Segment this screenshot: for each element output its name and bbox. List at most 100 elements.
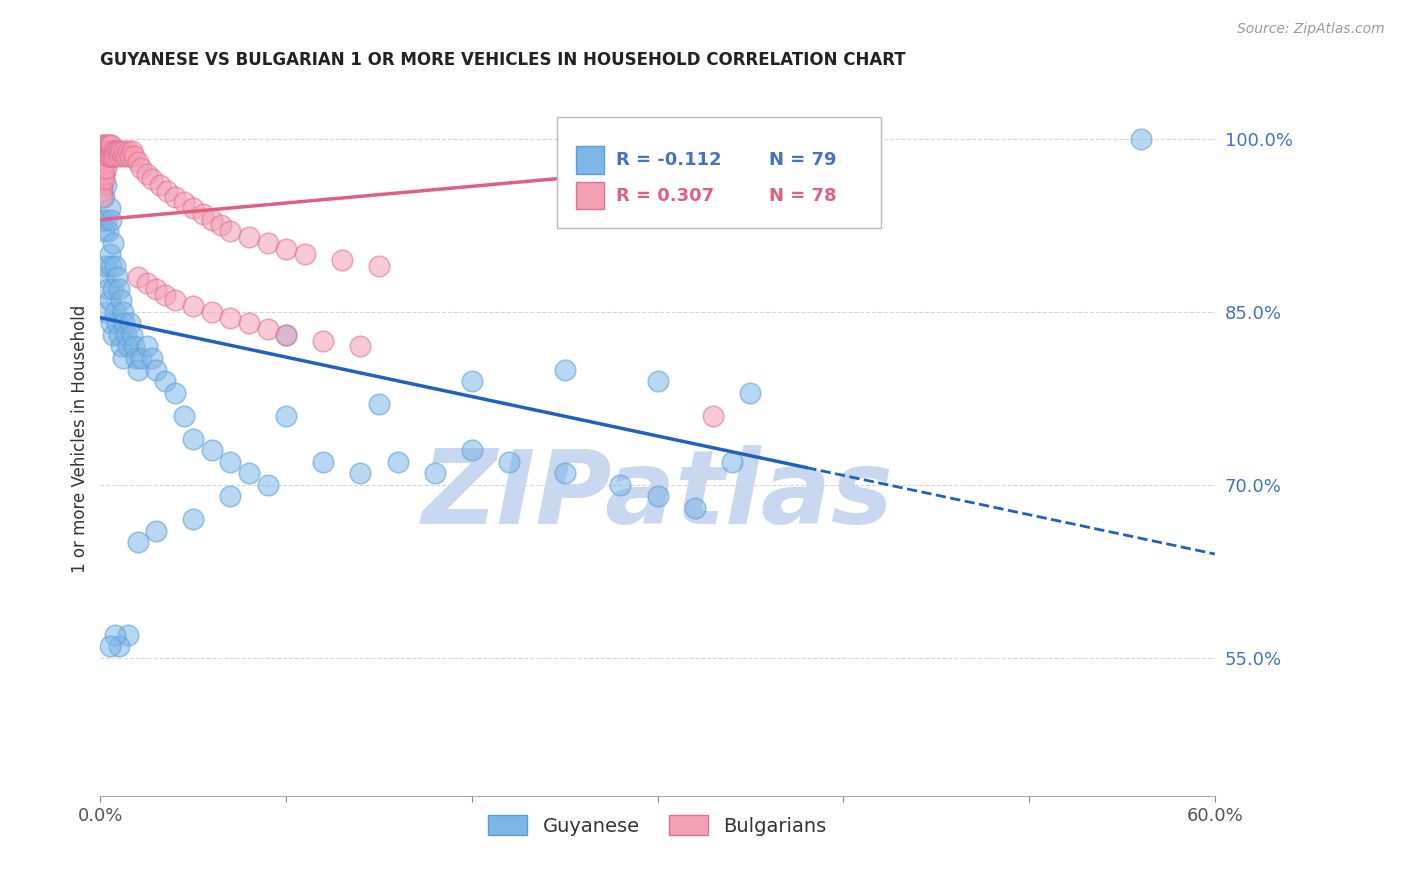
Point [149,178,172,193]
Point [122,149,145,163]
Point [201,212,224,227]
Point [93,149,115,163]
Bar [576,182,605,210]
Point [145,282,167,296]
Point [98,247,121,261]
Point [108,639,131,653]
Point [683,500,706,515]
Point [93,189,115,203]
Point [91,178,114,193]
Legend: Guyanese, Bulgarians: Guyanese, Bulgarians [481,807,835,844]
Point [274,242,297,256]
Point [256,478,278,492]
Point [93,224,115,238]
Point [91,137,114,152]
Point [141,351,163,365]
Point [115,149,138,163]
Point [256,322,278,336]
Point [201,443,224,458]
Point [127,155,149,169]
Point [97,282,120,296]
Point [97,144,120,158]
Point [100,137,122,152]
Point [98,639,121,653]
Text: R = -0.112: R = -0.112 [616,151,723,169]
Point [135,276,157,290]
Point [141,172,163,186]
Point [91,184,114,198]
Point [94,161,117,175]
Point [114,317,136,331]
Point [94,149,117,163]
Point [1129,132,1152,146]
Point [94,144,117,158]
Point [238,317,260,331]
Point [93,155,115,169]
Point [120,317,142,331]
Point [702,409,724,423]
Point [121,328,143,343]
FancyBboxPatch shape [557,117,880,227]
Point [103,149,125,163]
Point [219,489,242,503]
Point [155,287,177,301]
Point [721,455,744,469]
Point [103,235,125,250]
Bar [576,146,605,174]
Point [387,455,409,469]
Point [498,455,520,469]
Point [100,212,122,227]
Point [129,161,152,175]
Point [94,305,117,319]
Point [201,305,224,319]
Point [93,270,115,285]
Point [120,149,142,163]
Point [98,144,121,158]
Point [127,535,149,549]
Point [368,259,391,273]
Point [117,339,139,353]
Y-axis label: 1 or more Vehicles in Household: 1 or more Vehicles in Household [72,304,89,573]
Point [219,310,242,325]
Point [209,219,232,233]
Point [93,137,115,152]
Point [647,489,669,503]
Point [108,282,131,296]
Point [94,259,117,273]
Text: GUYANESE VS BULGARIAN 1 OR MORE VEHICLES IN HOUSEHOLD CORRELATION CHART: GUYANESE VS BULGARIAN 1 OR MORE VEHICLES… [100,51,905,69]
Point [238,467,260,481]
Point [103,144,125,158]
Point [91,155,114,169]
Point [349,467,371,481]
Point [108,328,131,343]
Point [122,339,145,353]
Point [111,149,134,163]
Point [181,512,204,526]
Point [609,478,631,492]
Point [97,149,120,163]
Point [98,293,121,308]
Point [98,149,121,163]
Text: ZIPatlas: ZIPatlas [422,445,894,547]
Point [163,189,186,203]
Text: N = 79: N = 79 [769,151,837,169]
Point [108,149,131,163]
Text: N = 78: N = 78 [769,186,837,204]
Point [93,167,115,181]
Point [91,212,114,227]
Point [173,409,195,423]
Point [104,144,127,158]
Point [103,282,125,296]
Point [145,524,167,538]
Point [103,328,125,343]
Point [127,362,149,376]
Point [135,339,157,353]
Point [740,385,762,400]
Point [100,259,122,273]
Point [91,172,114,186]
Point [104,305,127,319]
Point [115,328,138,343]
Point [91,161,114,175]
Point [330,253,353,268]
Point [111,305,134,319]
